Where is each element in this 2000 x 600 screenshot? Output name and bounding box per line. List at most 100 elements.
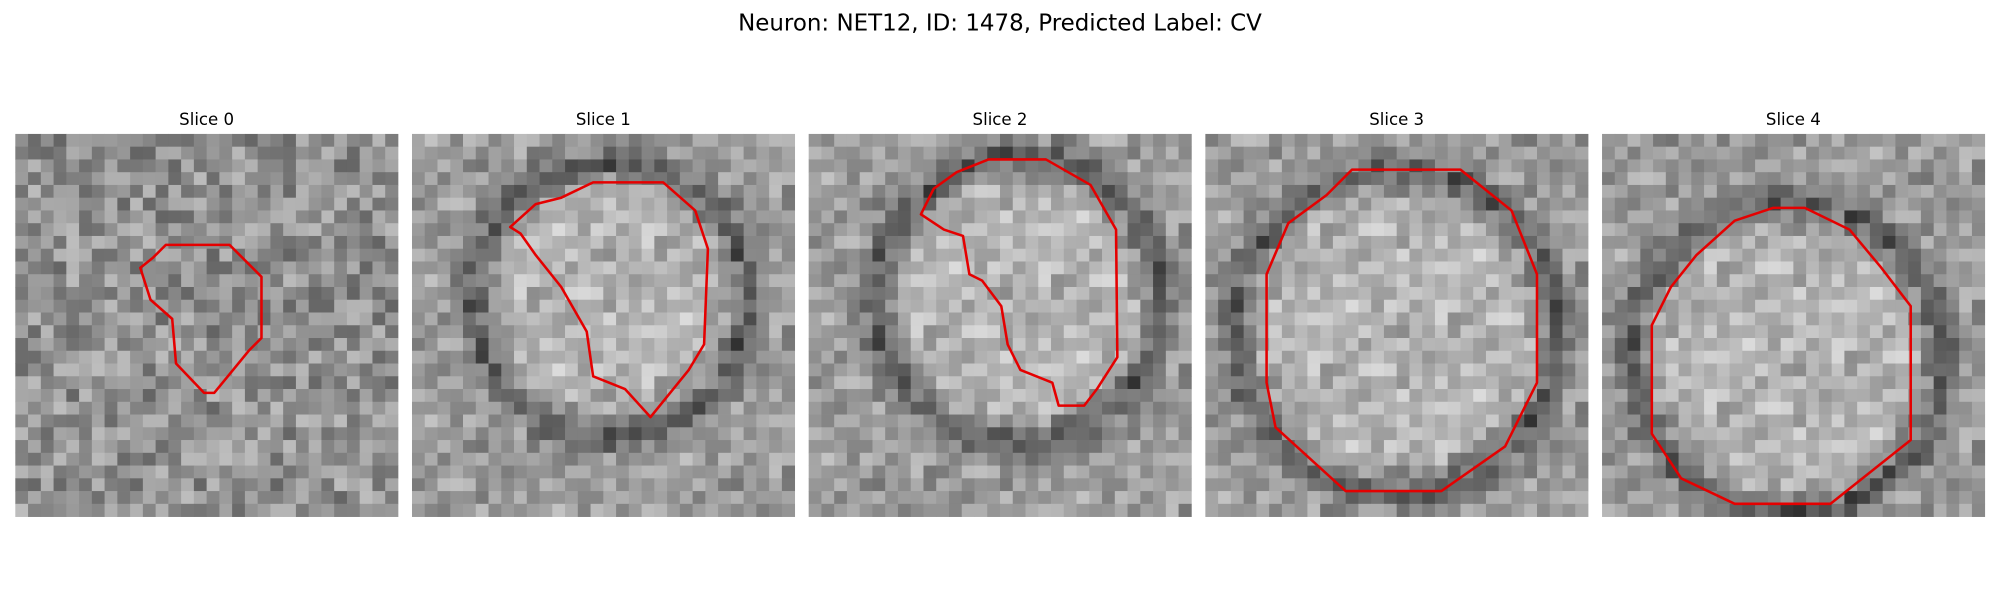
pixel <box>1422 427 1436 441</box>
pixel <box>1294 414 1308 428</box>
pixel <box>1524 363 1538 377</box>
pixel <box>1307 159 1321 173</box>
pixel <box>1447 350 1461 364</box>
pixel <box>1653 172 1667 186</box>
pixel <box>1012 286 1026 301</box>
pixel <box>961 312 975 326</box>
pixel <box>1345 491 1359 505</box>
pixel <box>1704 427 1718 441</box>
pixel <box>705 223 719 237</box>
pixel <box>1691 133 1705 148</box>
pixel <box>244 491 259 505</box>
pixel <box>834 452 848 466</box>
pixel <box>1447 235 1461 250</box>
pixel <box>1102 223 1116 237</box>
pixel <box>1102 389 1116 403</box>
pixel <box>488 261 502 275</box>
pixel <box>1460 235 1474 250</box>
pixel <box>181 210 195 224</box>
pixel <box>424 235 438 250</box>
pixel <box>1691 223 1705 237</box>
pixel <box>257 350 271 364</box>
pixel <box>79 286 93 301</box>
pixel <box>1857 223 1871 237</box>
pixel <box>1755 286 1769 301</box>
pixel <box>961 172 975 186</box>
pixel <box>641 312 655 326</box>
pixel <box>53 401 67 415</box>
pixel <box>28 401 42 415</box>
pixel <box>1691 440 1705 454</box>
panels: Slice 0 Slice 1 Slice 2 Slice 3 Slice 4 <box>15 110 1986 517</box>
pixel <box>1920 338 1935 352</box>
pixel <box>705 197 719 211</box>
pixel <box>1269 184 1283 199</box>
pixel <box>1127 172 1141 186</box>
pixel <box>565 350 579 364</box>
pixel <box>1716 133 1730 148</box>
pixel <box>1793 465 1807 479</box>
pixel <box>359 350 373 364</box>
pixel <box>1281 261 1296 275</box>
pixel <box>628 465 642 479</box>
pixel <box>283 503 297 517</box>
pixel <box>1895 159 1909 173</box>
pixel <box>91 210 105 224</box>
pixel <box>66 363 80 377</box>
pixel <box>40 299 54 313</box>
pixel <box>1882 465 1896 479</box>
pixel <box>1818 440 1833 454</box>
pixel <box>501 325 515 339</box>
pixel <box>948 235 963 250</box>
pixel <box>385 312 399 326</box>
pixel <box>437 325 451 339</box>
pixel <box>808 401 822 415</box>
pixel <box>936 197 950 211</box>
pixel <box>1729 491 1743 505</box>
pixel <box>1627 235 1641 250</box>
pixel <box>1729 414 1743 428</box>
pixel <box>667 465 681 479</box>
pixel <box>1243 172 1257 186</box>
pixel <box>577 210 591 224</box>
pixel <box>577 133 591 148</box>
pixel <box>1243 465 1257 479</box>
pixel <box>667 210 681 224</box>
pixel <box>577 197 591 211</box>
pixel <box>1971 338 1986 352</box>
pixel <box>1051 503 1065 517</box>
pixel <box>1485 299 1500 313</box>
pixel <box>1485 312 1500 326</box>
pixel <box>1256 235 1270 250</box>
pixel <box>514 503 528 517</box>
pixel <box>936 146 950 160</box>
pixel <box>1704 414 1718 428</box>
pixel <box>756 389 770 403</box>
pixel <box>974 401 988 415</box>
pixel <box>1691 401 1705 415</box>
pixel <box>961 363 975 377</box>
pixel <box>1691 172 1705 186</box>
pixel <box>910 312 924 326</box>
pixel <box>411 159 426 173</box>
pixel <box>66 235 80 250</box>
pixel <box>270 491 284 505</box>
pixel <box>1383 146 1398 160</box>
pixel <box>1908 452 1922 466</box>
pixel <box>1729 363 1743 377</box>
pixel <box>948 248 963 262</box>
pixel <box>1114 376 1128 390</box>
pixel <box>1409 248 1423 262</box>
pixel <box>321 159 335 173</box>
pixel <box>206 248 220 262</box>
pixel <box>1218 427 1232 441</box>
pixel <box>1320 491 1334 505</box>
pixel <box>718 427 732 441</box>
pixel <box>552 452 566 466</box>
pixel <box>79 414 93 428</box>
pixel <box>1409 440 1423 454</box>
pixel <box>705 389 719 403</box>
pixel <box>1755 248 1769 262</box>
pixel <box>1627 312 1641 326</box>
pixel <box>1627 197 1641 211</box>
